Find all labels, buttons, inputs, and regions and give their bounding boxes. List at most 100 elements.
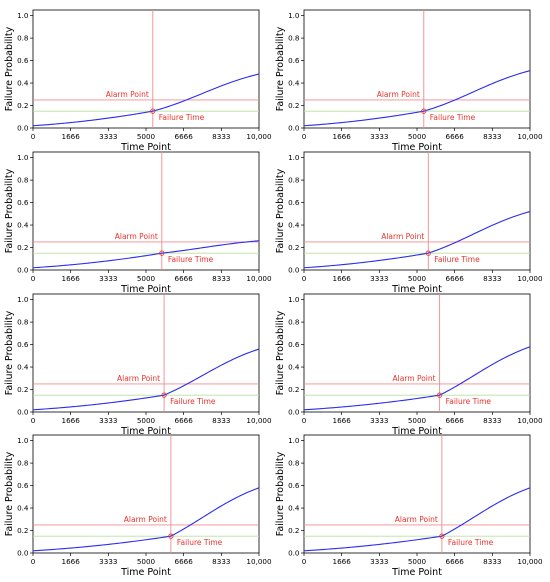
y-tick-label: 0.8 bbox=[17, 34, 29, 43]
x-tick-label: 3333 bbox=[99, 557, 117, 566]
y-tick-label: 0.4 bbox=[17, 363, 29, 372]
plot-area bbox=[32, 9, 260, 129]
x-tick-label: 8333 bbox=[212, 557, 230, 566]
y-tick-label: 0.4 bbox=[17, 221, 29, 230]
y-tick-label: 0.8 bbox=[288, 176, 300, 185]
y-tick-label: 0.0 bbox=[17, 549, 29, 558]
chart-panel-h: 0.0 0.2 0.4 0.6 0.8 1.0 0 1666 3333 5000 6666 8333 1… bbox=[275, 434, 543, 582]
y-tick-label: 0.8 bbox=[17, 459, 29, 468]
plot-area bbox=[303, 434, 531, 554]
y-tick-label: 0.6 bbox=[288, 340, 300, 349]
failure-time-label: Failure Time bbox=[170, 397, 216, 406]
x-tick-label: 8333 bbox=[212, 416, 230, 425]
x-tick-label: 6666 bbox=[446, 557, 465, 566]
y-tick-label: 1.0 bbox=[17, 153, 29, 162]
y-tick-label: 0.0 bbox=[288, 124, 300, 133]
plot-area bbox=[303, 9, 531, 129]
y-tick-label: 0.8 bbox=[288, 34, 300, 43]
x-tick-label: 0 bbox=[302, 274, 307, 283]
x-tick-label: 6666 bbox=[446, 274, 465, 283]
x-axis-title: Time Point bbox=[391, 142, 442, 153]
y-tick-label: 1.0 bbox=[17, 436, 29, 445]
y-tick-label: 0.4 bbox=[288, 363, 300, 372]
failure-probability-curve bbox=[303, 487, 531, 552]
failure-time-label: Failure Time bbox=[177, 538, 223, 547]
x-axis-title: Time Point bbox=[120, 284, 171, 295]
x-tick-label: 5000 bbox=[137, 416, 156, 425]
failure-point-marker bbox=[168, 533, 174, 539]
x-tick-label: 1666 bbox=[333, 557, 352, 566]
x-tick-label: 6666 bbox=[175, 557, 194, 566]
y-tick-label: 0.2 bbox=[17, 101, 28, 110]
failure-point-marker bbox=[159, 250, 165, 256]
y-tick-label: 1.0 bbox=[288, 436, 300, 445]
x-tick-label: 1666 bbox=[62, 132, 81, 141]
y-axis-title: Failure Probability bbox=[275, 310, 286, 395]
failure-point-marker bbox=[439, 533, 445, 539]
x-axis-title: Time Point bbox=[391, 284, 442, 295]
y-tick-label: 1.0 bbox=[17, 295, 29, 304]
failure-point-marker bbox=[425, 250, 431, 256]
x-tick-label: 10,000 bbox=[517, 132, 543, 141]
x-tick-label: 10,000 bbox=[517, 557, 543, 566]
failure-probability-curve bbox=[303, 70, 531, 127]
x-tick-label: 8333 bbox=[483, 132, 501, 141]
y-tick-label: 0.4 bbox=[288, 504, 300, 513]
x-tick-label: 6666 bbox=[175, 416, 194, 425]
x-tick-label: 0 bbox=[302, 416, 307, 425]
y-tick-label: 0.2 bbox=[288, 526, 299, 535]
y-tick-label: 0.6 bbox=[17, 481, 29, 490]
x-tick-label: 5000 bbox=[137, 132, 156, 141]
x-tick-label: 3333 bbox=[99, 274, 117, 283]
x-tick-label: 0 bbox=[31, 274, 36, 283]
y-tick-label: 0.2 bbox=[288, 243, 299, 252]
failure-point-marker bbox=[161, 392, 167, 398]
x-tick-label: 6666 bbox=[446, 416, 465, 425]
y-tick-label: 0.4 bbox=[288, 221, 300, 230]
x-tick-label: 5000 bbox=[408, 416, 427, 425]
y-axis-title: Failure Probability bbox=[275, 26, 286, 111]
x-tick-label: 6666 bbox=[175, 274, 194, 283]
x-tick-label: 5000 bbox=[137, 557, 156, 566]
y-tick-label: 0.2 bbox=[17, 243, 28, 252]
chart-panel-e: 0.0 0.2 0.4 0.6 0.8 1.0 0 1666 3333 5000 6666 8333 1… bbox=[4, 293, 272, 451]
x-tick-label: 6666 bbox=[175, 132, 194, 141]
x-tick-label: 8333 bbox=[212, 274, 230, 283]
x-tick-label: 3333 bbox=[370, 416, 388, 425]
x-tick-label: 10,000 bbox=[517, 274, 543, 283]
chart-panel-f: 0.0 0.2 0.4 0.6 0.8 1.0 0 1666 3333 5000 6666 8333 1… bbox=[275, 293, 543, 451]
y-tick-label: 0.6 bbox=[17, 56, 29, 65]
x-tick-label: 10,000 bbox=[246, 416, 272, 425]
plot-area bbox=[32, 293, 260, 413]
x-tick-label: 10,000 bbox=[517, 416, 543, 425]
x-tick-label: 3333 bbox=[99, 416, 117, 425]
y-axis-title: Failure Probability bbox=[4, 451, 15, 536]
y-axis-title: Failure Probability bbox=[4, 310, 15, 395]
failure-point-marker bbox=[421, 108, 427, 114]
x-tick-label: 3333 bbox=[370, 132, 388, 141]
failure-probability-curve bbox=[32, 348, 260, 411]
y-tick-label: 0.0 bbox=[17, 408, 29, 417]
y-tick-label: 0.2 bbox=[288, 101, 299, 110]
y-axis-title: Failure Probability bbox=[275, 168, 286, 253]
y-tick-label: 0.8 bbox=[17, 176, 29, 185]
y-tick-label: 0.0 bbox=[17, 266, 29, 275]
plot-area bbox=[32, 151, 260, 271]
y-tick-label: 0.4 bbox=[17, 504, 29, 513]
failure-probability-curve bbox=[303, 211, 531, 269]
x-axis-title: Time Point bbox=[120, 567, 171, 578]
x-tick-label: 5000 bbox=[408, 132, 427, 141]
y-axis-title: Failure Probability bbox=[4, 26, 15, 111]
x-tick-label: 3333 bbox=[370, 557, 388, 566]
x-tick-label: 6666 bbox=[446, 132, 465, 141]
x-tick-label: 8333 bbox=[483, 416, 501, 425]
y-tick-label: 0.2 bbox=[288, 385, 299, 394]
failure-probability-curve bbox=[32, 487, 260, 552]
failure-point-marker bbox=[436, 392, 443, 398]
y-tick-label: 1.0 bbox=[17, 11, 29, 20]
x-tick-label: 10,000 bbox=[246, 274, 272, 283]
x-tick-label: 1666 bbox=[333, 416, 352, 425]
x-axis-title: Time Point bbox=[120, 426, 171, 437]
x-tick-label: 0 bbox=[302, 557, 307, 566]
